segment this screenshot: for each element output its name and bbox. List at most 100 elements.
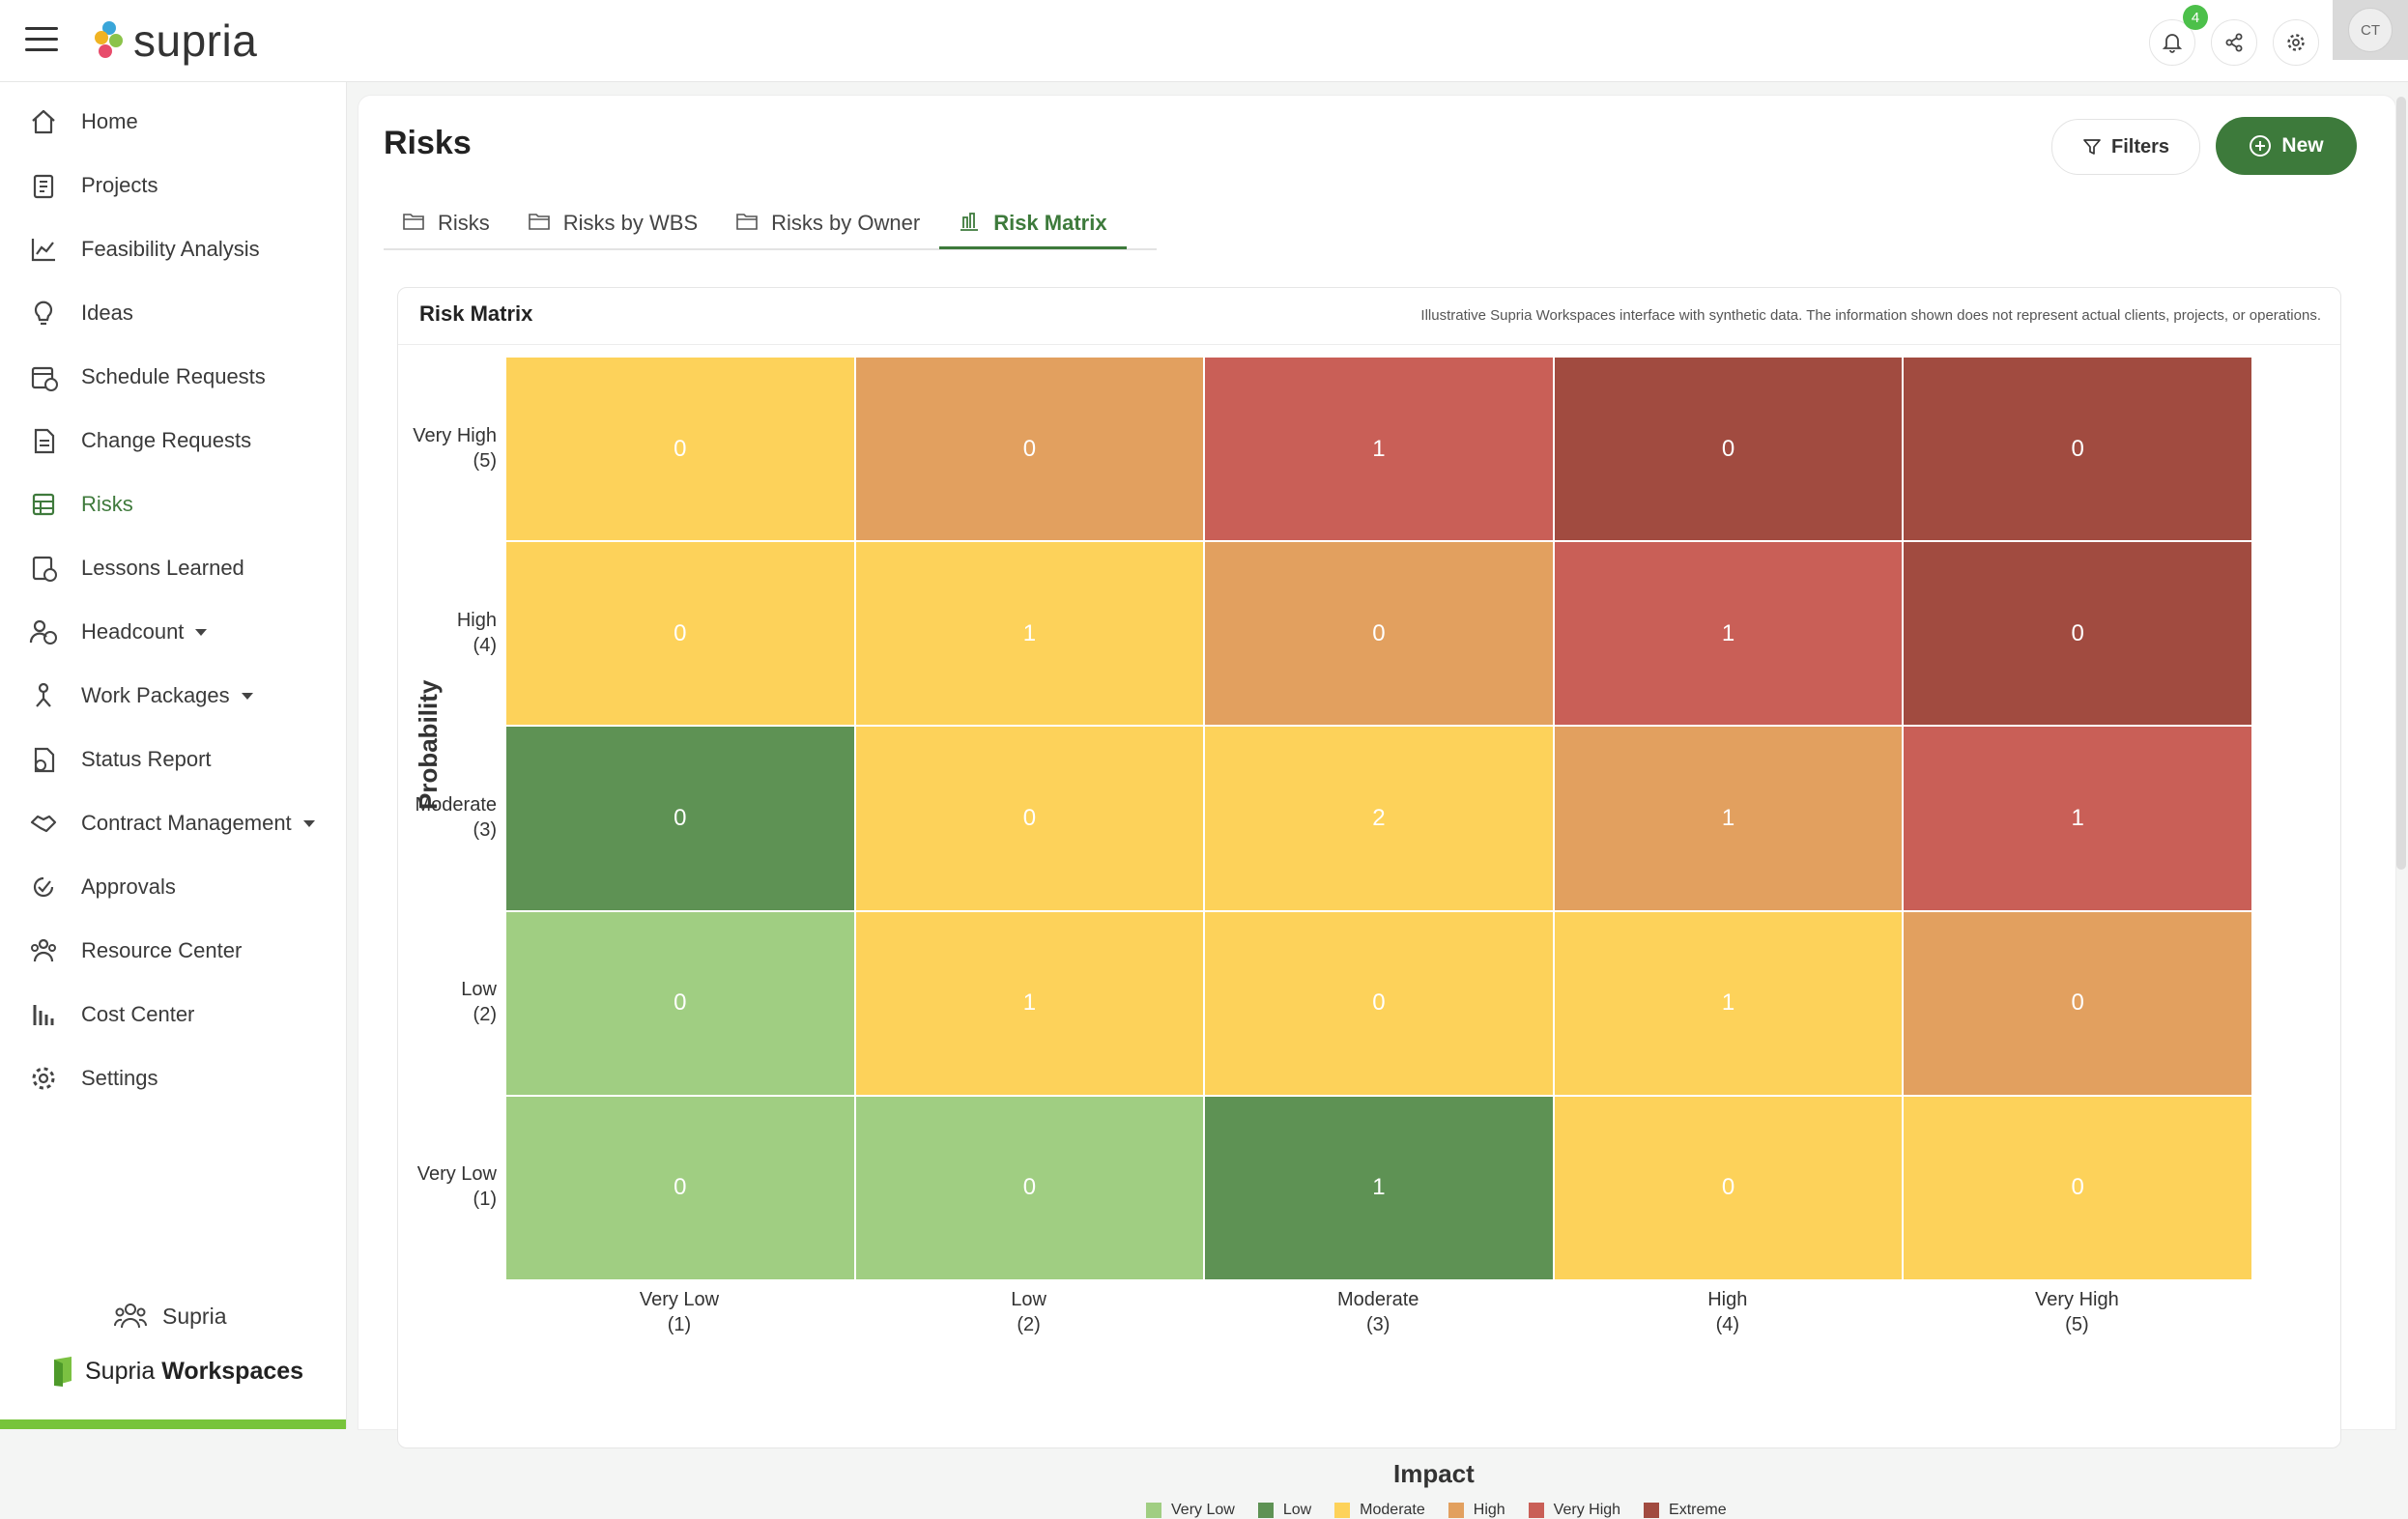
folder-icon <box>403 213 424 235</box>
page-title: Risks <box>384 125 472 161</box>
sidebar-item-approvals[interactable]: Approvals <box>27 866 176 908</box>
x-tick-name: Low <box>1011 1289 1046 1310</box>
matrix-cell[interactable]: 0 <box>1904 911 2251 1095</box>
top-bar: supria 4 CT <box>0 0 2408 82</box>
matrix-cell[interactable]: 0 <box>1205 542 1553 726</box>
matrix-cell[interactable]: 0 <box>1904 1096 2251 1279</box>
legend-label: Extreme <box>1669 1502 1727 1518</box>
tab-label: Risks by Owner <box>771 211 921 235</box>
sidebar-item-ideas[interactable]: Ideas <box>27 292 133 334</box>
sidebar-item-headcount[interactable]: Headcount <box>27 611 208 653</box>
matrix-cell[interactable]: 0 <box>855 358 1204 541</box>
legend-label: High <box>1473 1502 1505 1518</box>
matrix-cell[interactable]: 1 <box>855 911 1204 1095</box>
sidebar-item-label: Resource Center <box>81 938 243 962</box>
sidebar-item-settings[interactable]: Settings <box>27 1057 158 1100</box>
sidebar-item-resource-center[interactable]: Resource Center <box>27 930 242 972</box>
sidebar-item-label: Feasibility Analysis <box>81 237 260 261</box>
matrix-cell[interactable]: 0 <box>506 358 854 541</box>
legend-swatch <box>1257 1503 1274 1518</box>
matrix-cell[interactable]: 0 <box>506 1096 854 1279</box>
sidebar-item-work-packages[interactable]: Work Packages <box>27 674 253 717</box>
tab-risks-by-wbs[interactable]: Risks by WBS <box>509 200 717 246</box>
sidebar-item-feasibility-analysis[interactable]: Feasibility Analysis <box>27 228 260 271</box>
legend-item[interactable]: Extreme <box>1644 1502 1727 1519</box>
legend-label: Very High <box>1553 1502 1621 1518</box>
sidebar-item-label: Schedule Requests <box>81 364 266 388</box>
legend-item[interactable]: Low <box>1257 1502 1311 1519</box>
tab-risks-by-owner[interactable]: Risks by Owner <box>717 200 939 246</box>
sidebar-item-home[interactable]: Home <box>27 100 138 143</box>
x-tick-score: (4) <box>1715 1314 1740 1335</box>
hamburger-menu-icon[interactable] <box>25 27 58 54</box>
report-icon <box>27 743 60 776</box>
matrix-cell[interactable]: 0 <box>1554 1096 1903 1279</box>
legend-item[interactable]: Very High <box>1528 1502 1621 1519</box>
matrix-cell[interactable]: 1 <box>1554 727 1903 910</box>
page-scrollbar[interactable] <box>2396 97 2406 870</box>
brand-name-bold: Workspaces <box>161 1357 304 1385</box>
legend-swatch <box>1448 1503 1464 1518</box>
filter-icon <box>2083 139 2101 155</box>
matrix-cell[interactable]: 0 <box>506 911 854 1095</box>
matrix-cell[interactable]: 0 <box>855 727 1204 910</box>
org-switcher[interactable]: Supria <box>114 1302 226 1331</box>
org-name: Supria <box>162 1303 227 1329</box>
matrix-cell[interactable]: 1 <box>1554 911 1903 1095</box>
y-tick-label: Very High (5) <box>381 423 497 473</box>
lightbulb-icon <box>27 297 60 330</box>
home-icon <box>27 105 60 138</box>
legend-item[interactable]: Very Low <box>1146 1502 1235 1519</box>
sidebar-item-status-report[interactable]: Status Report <box>27 738 212 781</box>
sidebar-item-label: Change Requests <box>81 428 252 452</box>
main-content: Risks Filters New Risks Risks by WBS Risks… <box>358 95 2396 1518</box>
bell-icon <box>2162 34 2183 53</box>
matrix-cell[interactable]: 0 <box>1554 358 1903 541</box>
bar-chart-icon <box>27 998 60 1031</box>
legend-swatch <box>1644 1503 1660 1518</box>
sidebar-item-label: Contract Management <box>81 811 292 835</box>
matrix-cell[interactable]: 0 <box>1904 542 2251 726</box>
tab-risks[interactable]: Risks <box>384 200 509 246</box>
sidebar-item-schedule-requests[interactable]: Schedule Requests <box>27 356 266 398</box>
matrix-cell[interactable]: 1 <box>855 542 1204 726</box>
sidebar-item-label: Lessons Learned <box>81 556 244 580</box>
caret-down-icon <box>195 628 208 636</box>
workspaces-brand: Supria Workspaces <box>50 1356 303 1387</box>
legend-item[interactable]: High <box>1448 1502 1505 1519</box>
sidebar-item-projects[interactable]: Projects <box>27 164 158 207</box>
share-button[interactable] <box>2211 19 2257 66</box>
y-tick-score: (5) <box>473 449 497 472</box>
y-tick-score: (1) <box>473 1189 497 1211</box>
matrix-cell[interactable]: 1 <box>1205 358 1553 541</box>
user-avatar[interactable]: CT <box>2333 0 2408 60</box>
legend-swatch <box>1528 1503 1544 1518</box>
sidebar-item-cost-center[interactable]: Cost Center <box>27 993 194 1036</box>
settings-button[interactable] <box>2273 19 2319 66</box>
resource-icon <box>27 934 60 967</box>
folder-icon <box>528 213 550 235</box>
filters-button[interactable]: Filters <box>2051 119 2200 175</box>
matrix-cell[interactable]: 0 <box>506 727 854 910</box>
sidebar-item-risks[interactable]: Risks <box>27 483 133 526</box>
caret-down-icon <box>302 819 315 827</box>
matrix-cell[interactable]: 0 <box>855 1096 1204 1279</box>
new-button[interactable]: New <box>2216 117 2357 175</box>
legend-item[interactable]: Moderate <box>1334 1502 1425 1519</box>
matrix-cell[interactable]: 0 <box>506 542 854 726</box>
matrix-cell[interactable]: 1 <box>1205 1096 1553 1279</box>
matrix-cell[interactable]: 0 <box>1205 911 1553 1095</box>
sidebar-progress-bar <box>0 1419 346 1429</box>
matrix-cell[interactable]: 2 <box>1205 727 1553 910</box>
sidebar-item-change-requests[interactable]: Change Requests <box>27 419 251 462</box>
matrix-cell[interactable]: 1 <box>1904 727 2251 910</box>
sidebar-item-contract-management[interactable]: Contract Management <box>27 802 315 845</box>
gear-icon <box>27 1062 60 1095</box>
notifications-button[interactable]: 4 <box>2149 5 2208 66</box>
app-logo[interactable]: supria <box>93 14 257 68</box>
matrix-cell[interactable]: 1 <box>1554 542 1903 726</box>
tab-risk-matrix[interactable]: Risk Matrix <box>939 200 1127 249</box>
sidebar-item-lessons-learned[interactable]: Lessons Learned <box>27 547 244 589</box>
x-tick-score: (1) <box>667 1314 692 1335</box>
matrix-cell[interactable]: 0 <box>1904 358 2251 541</box>
